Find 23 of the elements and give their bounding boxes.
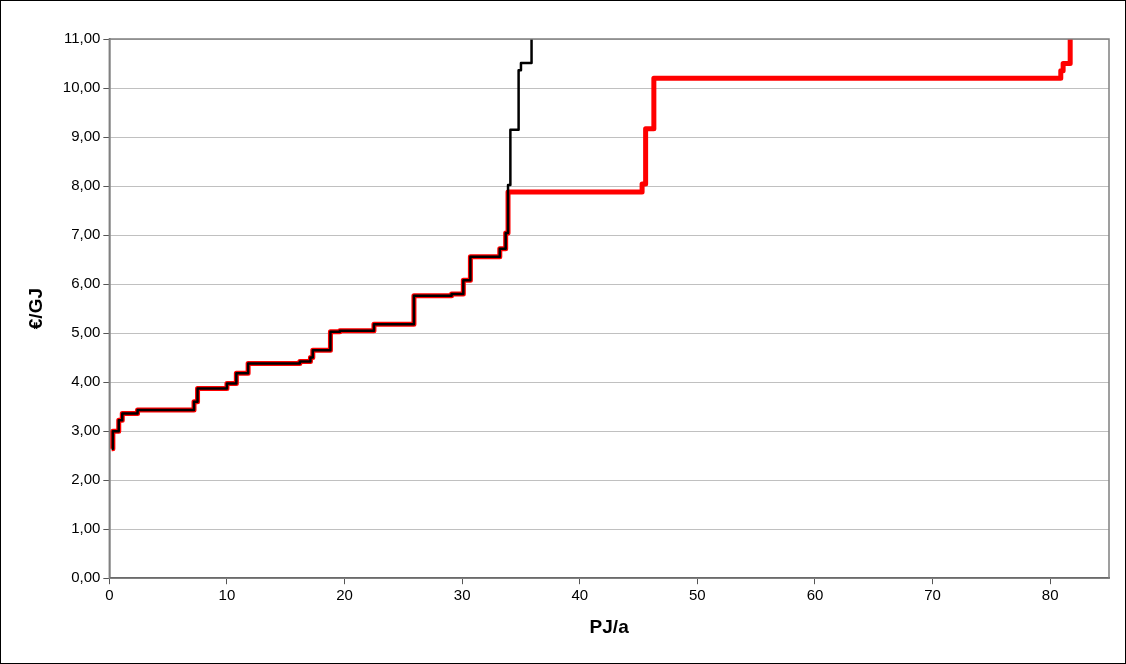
x-tick-label: 10 [218, 586, 236, 604]
y-tick-label: 11,00 [63, 29, 101, 47]
y-tick-label: 5,00 [71, 323, 101, 341]
y-tick-label: 1,00 [71, 519, 101, 537]
x-tick-label: 50 [689, 586, 706, 604]
y-tick-label: 4,00 [71, 372, 101, 390]
y-tick-label: 0,00 [71, 568, 101, 586]
y-tick-label: 8,00 [71, 176, 101, 194]
x-tick-label: 40 [571, 586, 589, 604]
y-tick-label: 9,00 [71, 127, 101, 145]
x-tick-label: 70 [924, 586, 941, 604]
x-tick-label: 20 [336, 586, 353, 604]
x-tick-label: 0 [105, 586, 114, 604]
x-axis-title: PJ/a [589, 615, 630, 637]
x-tick-label: 30 [453, 586, 471, 604]
y-tick-label: 10,00 [62, 78, 101, 96]
x-tick-label: 80 [1041, 586, 1059, 604]
y-tick-label: 3,00 [71, 421, 101, 439]
y-axis-title: €/GJ [24, 288, 46, 330]
y-tick-label: 6,00 [71, 274, 101, 292]
y-tick-label: 2,00 [71, 470, 101, 488]
x-tick-label: 60 [806, 586, 824, 604]
y-tick-label: 7,00 [71, 225, 101, 243]
